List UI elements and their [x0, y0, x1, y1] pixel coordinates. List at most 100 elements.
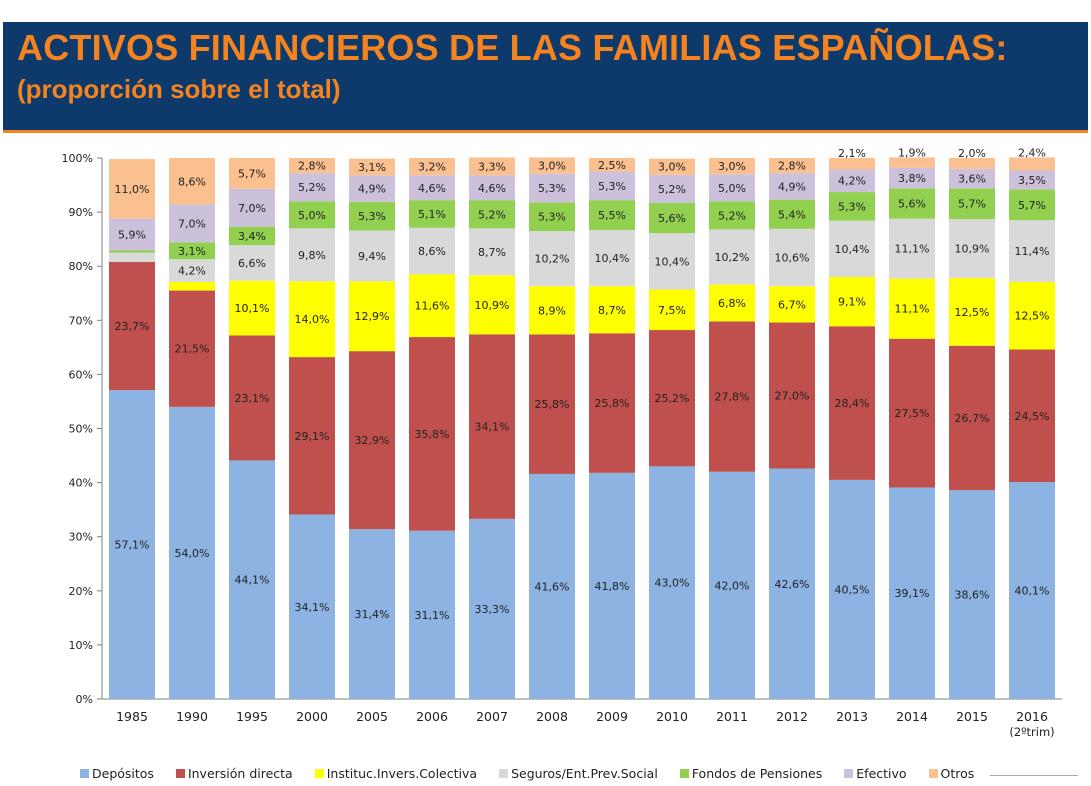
y-tick-label: 80%: [69, 260, 93, 273]
data-label: 4,9%: [358, 183, 386, 196]
data-label: 7,0%: [238, 202, 266, 215]
data-label: 8,6%: [418, 245, 446, 258]
data-label: 42,0%: [715, 579, 750, 592]
data-label: 5,5%: [598, 209, 626, 222]
bar-segment: [289, 514, 335, 699]
bar-segment: [169, 242, 215, 260]
bar-segment: [769, 228, 815, 287]
data-label: 6,8%: [718, 297, 746, 310]
bar-segment: [709, 174, 755, 202]
data-label: 5,7%: [958, 198, 986, 211]
bar-segment: [949, 168, 995, 189]
data-label: 6,6%: [238, 257, 266, 270]
x-tick-sublabel: (2ºtrim): [1009, 725, 1054, 739]
data-label: 12,5%: [955, 306, 990, 319]
data-label: 27,8%: [715, 391, 750, 404]
legend-item: Fondos de Pensiones: [679, 766, 823, 781]
data-label: 10,9%: [475, 299, 510, 312]
bar-segment: [649, 174, 695, 203]
x-tick-label: 2000: [296, 709, 328, 724]
bar-segment: [589, 158, 635, 172]
data-label: 31,1%: [415, 609, 450, 622]
bar-segment: [589, 171, 635, 201]
data-label: 10,4%: [595, 252, 630, 265]
x-tick-label: 2014: [896, 709, 928, 724]
bar-segment: [409, 530, 455, 699]
bar-segment: [889, 218, 935, 279]
legend-label: Depósitos: [92, 766, 154, 781]
legend-label: Seguros/Ent.Prev.Social: [511, 766, 658, 781]
bar-segment: [229, 245, 275, 281]
bar-segment: [169, 290, 215, 407]
data-label: 42,6%: [775, 578, 810, 591]
data-label: 11,4%: [1015, 245, 1050, 258]
bar-segment: [769, 199, 815, 229]
data-label: 2,1%: [838, 147, 866, 160]
data-label: 5,3%: [358, 210, 386, 223]
x-tick-label: 2008: [536, 709, 568, 724]
x-tick-label: 2011: [716, 709, 748, 724]
bar-segment: [709, 158, 755, 175]
data-label: 2,4%: [1018, 146, 1046, 159]
bar-segment: [829, 220, 875, 278]
data-label: 8,7%: [478, 246, 506, 259]
data-label: 25,8%: [535, 398, 570, 411]
legend-label: Fondos de Pensiones: [691, 766, 823, 781]
data-label: 44,1%: [235, 574, 270, 587]
data-label: 35,8%: [415, 428, 450, 441]
y-tick-label: 90%: [69, 206, 93, 219]
data-label: 57,1%: [115, 539, 150, 552]
data-label: 5,2%: [718, 209, 746, 222]
data-label: 5,2%: [298, 181, 326, 194]
data-label: 5,0%: [298, 209, 326, 222]
data-label: 7,0%: [178, 217, 206, 230]
x-tick-label: 2013: [836, 709, 868, 724]
bar-segment: [409, 200, 455, 228]
legend-swatch: [499, 769, 509, 778]
bar-segment: [229, 335, 275, 461]
data-label: 3,1%: [358, 161, 386, 174]
x-tick-label: 2012: [776, 709, 808, 724]
data-label: 3,5%: [1018, 174, 1046, 187]
data-label: 3,0%: [718, 160, 746, 173]
header-banner: ACTIVOS FINANCIEROS DE LAS FAMILIAS ESPA…: [3, 22, 1088, 130]
data-label: 31,4%: [355, 608, 390, 621]
data-label: 10,2%: [715, 251, 750, 264]
data-label: 8,9%: [538, 304, 566, 317]
data-label: 9,8%: [298, 249, 326, 262]
data-label: 12,5%: [1015, 310, 1050, 323]
bar-segment: [889, 278, 935, 339]
bar-segment: [109, 261, 155, 391]
data-label: 5,1%: [418, 208, 446, 221]
data-label: 34,1%: [475, 421, 510, 434]
bar-segment: [529, 173, 575, 203]
bar-segment: [529, 334, 575, 474]
data-label: 3,0%: [538, 160, 566, 173]
y-tick-label: 100%: [62, 152, 93, 165]
bar-segment: [469, 334, 515, 519]
x-tick-label: 1985: [116, 709, 148, 724]
data-label: 5,6%: [658, 212, 686, 225]
data-label: 27,0%: [775, 389, 810, 402]
bar-segment: [409, 175, 455, 201]
bar-segment: [1009, 349, 1055, 483]
bar-segment: [289, 158, 335, 174]
bar-segment: [649, 202, 695, 234]
bar-segment: [1009, 170, 1055, 190]
bar-segment: [1009, 482, 1055, 699]
bar-segment: [289, 228, 335, 282]
data-label: 5,3%: [598, 180, 626, 193]
data-label: 11,1%: [895, 243, 930, 256]
data-label: 41,8%: [595, 580, 630, 593]
data-label: 11,6%: [415, 300, 450, 313]
bar-segment: [229, 188, 275, 227]
data-label: 27,5%: [895, 407, 930, 420]
bar-segment: [469, 157, 515, 176]
bar-segment: [289, 201, 335, 229]
bar-segment: [529, 157, 575, 174]
bar-segment: [1009, 220, 1055, 282]
data-label: 5,4%: [778, 208, 806, 221]
legend-swatch: [175, 769, 185, 778]
bar-segment: [889, 157, 935, 168]
y-tick-label: 20%: [69, 585, 93, 598]
